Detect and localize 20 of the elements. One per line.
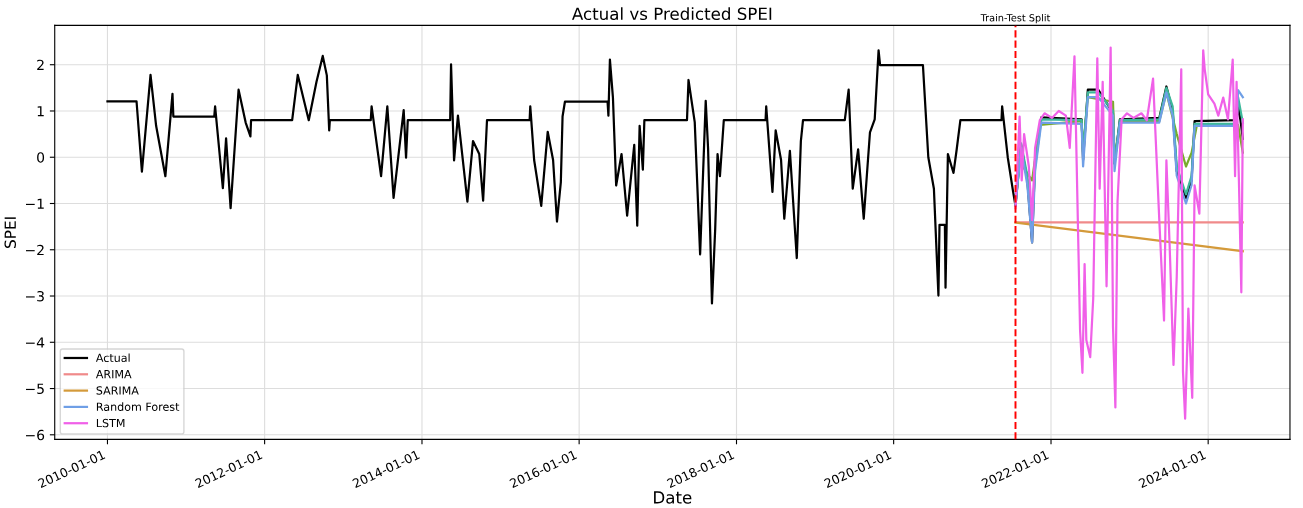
y-tick-label: 1 bbox=[37, 106, 44, 117]
chart-title: Actual vs Predicted SPEI bbox=[572, 7, 772, 21]
line-series bbox=[106, 49, 1244, 305]
y-tick-label: 0 bbox=[37, 152, 45, 163]
line-series bbox=[1014, 46, 1244, 420]
y-tick-label: −5 bbox=[26, 383, 44, 395]
legend-label: Random Forest bbox=[96, 402, 180, 411]
legend-label: Actual bbox=[95, 353, 130, 363]
legend-label: ARIMA bbox=[95, 370, 132, 379]
legend-label: LSTM bbox=[96, 418, 125, 428]
y-tick-label: 2 bbox=[37, 59, 44, 70]
y-tick-label: −2 bbox=[26, 244, 44, 256]
y-tick-label: −3 bbox=[26, 290, 44, 302]
x-axis-title: Date bbox=[654, 491, 692, 504]
y-tick-label: −6 bbox=[26, 429, 45, 441]
ref-line-label: Train-Test Split bbox=[980, 13, 1051, 24]
legend-label: SARIMA bbox=[96, 386, 139, 395]
y-tick-label: −4 bbox=[26, 337, 45, 348]
y-axis-title: SPEI bbox=[4, 217, 17, 248]
y-tick-label: −1 bbox=[26, 198, 44, 209]
